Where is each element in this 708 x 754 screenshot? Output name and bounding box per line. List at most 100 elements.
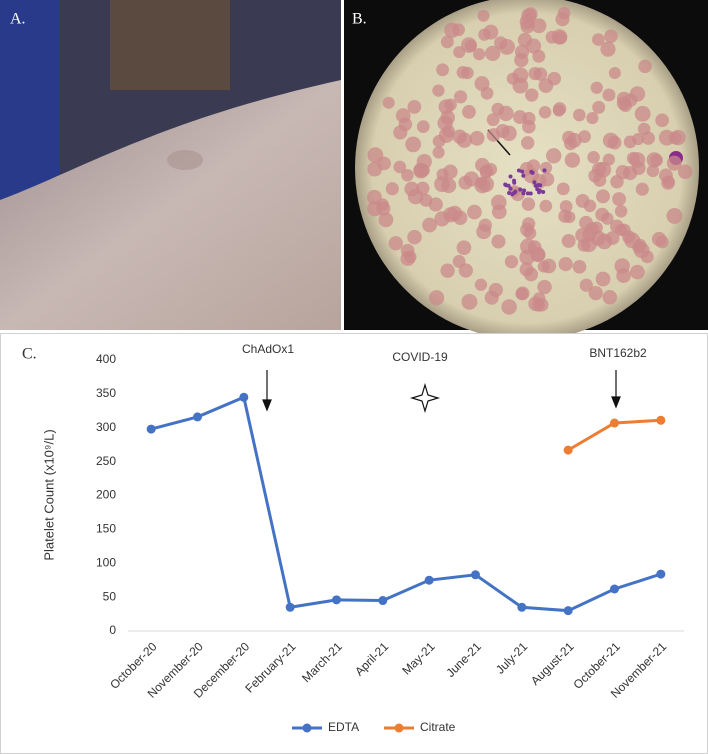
cell <box>456 66 470 79</box>
cell <box>498 105 514 122</box>
cell <box>416 154 432 170</box>
cell <box>526 159 541 173</box>
cell <box>595 189 610 204</box>
marker <box>471 570 480 580</box>
cell <box>436 168 449 181</box>
cell <box>405 136 422 153</box>
platelet <box>541 189 546 194</box>
cell <box>564 152 581 168</box>
cell <box>519 262 534 277</box>
cell <box>587 151 600 164</box>
cell <box>506 72 519 85</box>
cell <box>393 125 408 140</box>
marker <box>424 575 434 585</box>
cell <box>528 66 542 81</box>
marker <box>378 596 388 606</box>
cell <box>434 176 450 193</box>
cell <box>586 112 599 125</box>
legend-label: Citrate <box>420 720 456 734</box>
cell <box>499 38 515 55</box>
cell <box>378 212 394 228</box>
cell <box>416 120 430 133</box>
cell <box>453 90 468 104</box>
cell <box>501 125 517 142</box>
marker <box>656 569 666 579</box>
cell <box>614 205 628 218</box>
cell <box>388 236 403 251</box>
cell <box>479 166 493 179</box>
y-tick-label: 200 <box>96 488 116 502</box>
cell <box>428 197 443 212</box>
cell <box>600 41 616 57</box>
cell <box>401 168 414 182</box>
cell <box>575 227 590 243</box>
cell <box>537 260 550 273</box>
photo-b: B. <box>344 0 708 340</box>
platelet <box>521 191 526 196</box>
legend-marker <box>394 723 404 733</box>
cell <box>629 86 646 102</box>
cell <box>677 164 693 179</box>
chart-frame <box>0 333 708 754</box>
cell <box>602 289 618 305</box>
platelet <box>503 182 508 187</box>
cell <box>478 176 495 193</box>
platelet <box>520 169 525 174</box>
panel-label: B. <box>352 11 367 28</box>
cell <box>638 59 652 74</box>
cell <box>467 204 482 220</box>
cell <box>630 264 645 280</box>
y-tick-label: 300 <box>96 420 116 434</box>
cell <box>456 132 473 148</box>
cell <box>491 234 506 249</box>
cell <box>605 231 620 245</box>
cell <box>393 160 407 174</box>
cell <box>650 153 663 167</box>
platelet <box>516 168 521 173</box>
cell <box>561 233 576 248</box>
cell <box>521 8 537 24</box>
cell <box>415 181 430 196</box>
cell <box>655 235 669 249</box>
panel-label: A. <box>10 11 26 28</box>
platelet <box>512 180 517 185</box>
cell <box>655 113 669 128</box>
cell <box>556 182 570 196</box>
cell <box>552 102 567 116</box>
cell <box>539 199 553 213</box>
cell <box>557 6 571 20</box>
y-tick-label: 250 <box>96 454 116 468</box>
cell <box>612 192 627 206</box>
marker <box>193 412 202 422</box>
cell <box>407 100 422 114</box>
cell <box>528 296 543 311</box>
cell <box>436 63 449 77</box>
cell <box>572 259 587 274</box>
platelet <box>532 180 537 185</box>
cell <box>629 152 646 168</box>
cell <box>432 84 445 97</box>
cell <box>461 293 478 310</box>
cell <box>474 278 488 291</box>
cell <box>532 49 546 63</box>
cell <box>637 122 651 136</box>
panel-label: C. <box>22 346 37 363</box>
cell <box>462 104 476 119</box>
cell <box>382 96 395 109</box>
platelet <box>542 168 547 173</box>
cell <box>573 108 586 122</box>
cell <box>527 240 542 254</box>
photo-a: A. <box>0 0 341 330</box>
cell <box>546 148 562 164</box>
cell <box>478 218 492 232</box>
y-axis-label: Platelet Count (x10⁹/L) <box>41 429 56 560</box>
platelet <box>508 174 513 179</box>
cell <box>623 165 638 181</box>
marker <box>285 602 295 612</box>
cell <box>486 128 501 142</box>
cell <box>538 78 554 93</box>
cell <box>666 155 682 171</box>
y-tick-label: 0 <box>109 623 116 637</box>
platelet <box>507 191 512 196</box>
